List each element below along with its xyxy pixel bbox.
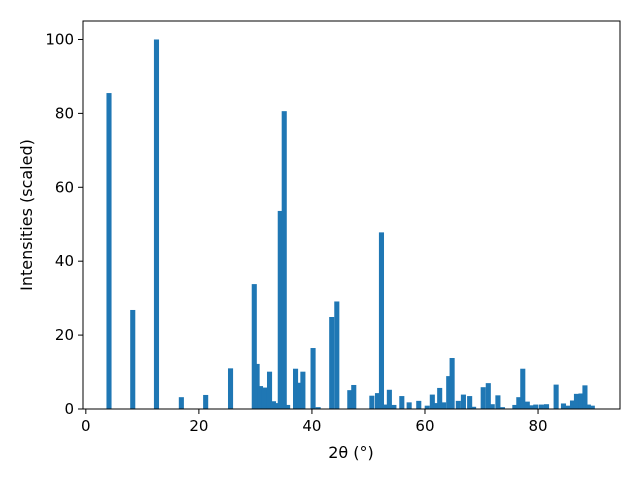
x-tick-label: 80 <box>528 417 547 435</box>
bar <box>178 397 184 409</box>
bar <box>293 368 299 409</box>
bar <box>569 400 576 409</box>
bar <box>533 404 539 409</box>
bar <box>480 387 486 409</box>
y-axis: 0 20 40 60 80 100 <box>45 30 83 418</box>
bar <box>582 385 588 409</box>
bar <box>270 401 277 409</box>
x-axis: 0 20 40 60 80 <box>81 409 548 435</box>
x-tick-label: 0 <box>81 417 91 435</box>
y-tick-label: 60 <box>55 178 74 196</box>
bar <box>543 404 550 409</box>
bars-group <box>106 39 595 409</box>
bar <box>329 316 335 409</box>
bar <box>489 404 495 409</box>
bar <box>433 403 439 409</box>
bar <box>460 394 466 409</box>
bar <box>315 407 321 409</box>
y-tick-label: 0 <box>64 400 74 418</box>
bar <box>351 384 357 409</box>
x-tick-label: 40 <box>302 417 321 435</box>
bar <box>251 284 257 409</box>
bar <box>130 309 136 409</box>
x-axis-label: 2θ (°) <box>328 443 374 462</box>
bar <box>589 405 595 409</box>
bar <box>429 394 435 409</box>
bar <box>446 376 452 409</box>
bar <box>495 395 501 409</box>
x-tick-label: 60 <box>415 417 434 435</box>
bar <box>203 394 209 409</box>
bar <box>378 232 385 409</box>
bar <box>285 404 291 409</box>
y-tick-label: 100 <box>45 30 74 48</box>
bar <box>310 348 316 409</box>
bar <box>261 387 267 409</box>
bar <box>274 403 280 409</box>
bar <box>369 395 375 409</box>
bar <box>334 301 340 409</box>
bar <box>277 210 283 409</box>
bar <box>573 393 580 409</box>
bar <box>257 386 264 409</box>
bar <box>106 93 112 409</box>
bar <box>564 405 570 409</box>
bar <box>391 404 397 409</box>
bar <box>424 405 430 409</box>
bar <box>153 39 160 409</box>
y-tick-label: 40 <box>55 252 74 270</box>
bar <box>529 405 535 409</box>
bar <box>512 404 518 409</box>
bar <box>416 400 422 409</box>
bar <box>585 404 591 409</box>
bar <box>499 407 505 409</box>
bar <box>524 401 530 409</box>
y-axis-label: Intensities (scaled) <box>17 139 36 291</box>
bar <box>449 358 455 409</box>
bar <box>266 371 273 409</box>
bar <box>347 390 353 409</box>
bar <box>382 404 388 409</box>
bar <box>227 368 234 409</box>
bar <box>560 403 567 409</box>
bar <box>485 383 491 409</box>
y-tick-label: 20 <box>55 326 74 344</box>
bar <box>300 371 306 409</box>
bar <box>399 396 405 409</box>
y-tick-label: 80 <box>55 104 74 122</box>
bar <box>471 406 477 409</box>
bar <box>578 393 584 409</box>
bar <box>386 389 392 409</box>
x-tick-label: 20 <box>189 417 208 435</box>
bar <box>538 404 544 409</box>
bar <box>455 400 461 409</box>
bar <box>281 111 287 409</box>
bar <box>254 363 260 409</box>
bar <box>374 393 381 409</box>
bar <box>441 402 447 409</box>
bar <box>553 384 559 409</box>
bar <box>520 368 526 409</box>
bar <box>467 396 473 409</box>
plot-frame <box>82 20 621 410</box>
bar <box>437 387 443 409</box>
bar <box>296 382 303 409</box>
bar <box>516 397 522 409</box>
bar <box>406 402 412 409</box>
